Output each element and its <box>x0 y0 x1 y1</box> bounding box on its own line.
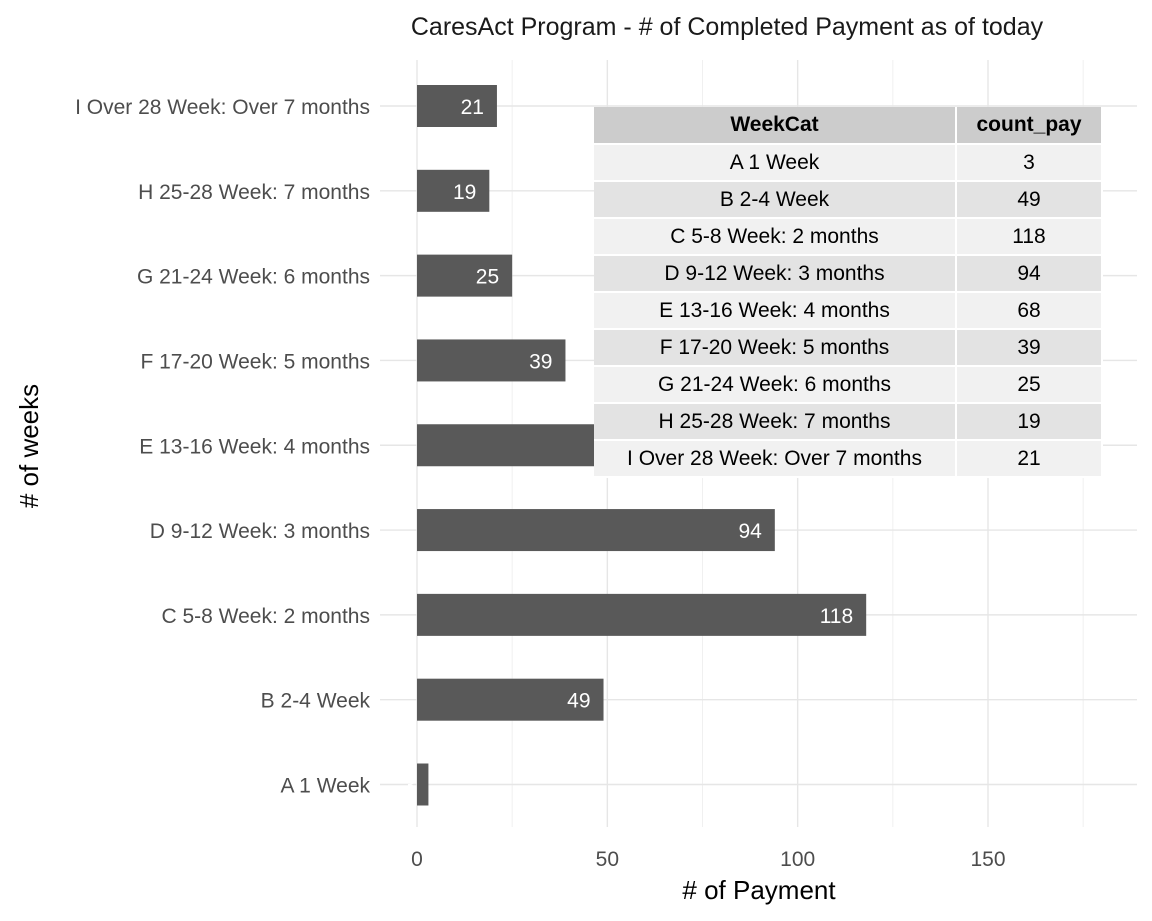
table-row: G 21-24 Week: 6 months 25 <box>594 367 1103 404</box>
bar-value-label: 21 <box>461 96 484 119</box>
y-axis-label: # of weeks <box>14 384 44 508</box>
bar-value-label: 25 <box>476 266 499 289</box>
bar <box>417 678 604 721</box>
table-cell-weekcat: E 13-16 Week: 4 months <box>594 293 957 330</box>
x-tick-labels: 0 50 100 150 <box>411 848 1005 871</box>
y-tick-label: I Over 28 Week: Over 7 months <box>75 96 370 119</box>
table-row: A 1 Week 3 <box>594 145 1103 182</box>
bar <box>417 593 867 636</box>
table-row: I Over 28 Week: Over 7 months 21 <box>594 441 1103 478</box>
bar-value-label: 19 <box>453 181 476 204</box>
table-cell-weekcat: C 5-8 Week: 2 months <box>594 219 957 256</box>
table-cell-weekcat: A 1 Week <box>594 145 957 182</box>
table-cell-count: 25 <box>957 367 1103 404</box>
table-cell-weekcat: B 2-4 Week <box>594 182 957 219</box>
y-tick-labels: A 1 Week B 2-4 Week C 5-8 Week: 2 months D … <box>75 96 370 798</box>
table-cell-weekcat: D 9-12 Week: 3 months <box>594 256 957 293</box>
table-row: H 25-28 Week: 7 months 19 <box>594 404 1103 441</box>
table-cell-count: 21 <box>957 441 1103 478</box>
bar-value-label: 3 <box>404 775 416 798</box>
table-cell-weekcat: I Over 28 Week: Over 7 months <box>594 441 957 478</box>
x-axis-label: # of Payment <box>682 875 836 905</box>
x-tick-label: 100 <box>780 848 815 871</box>
table-header-weekcat: WeekCat <box>594 107 957 145</box>
table-cell-count: 39 <box>957 330 1103 367</box>
table-cell-count: 3 <box>957 145 1103 182</box>
bar <box>417 763 429 806</box>
table-row: B 2-4 Week 49 <box>594 182 1103 219</box>
bar-value-label: 49 <box>567 690 590 713</box>
table-cell-weekcat: H 25-28 Week: 7 months <box>594 404 957 441</box>
table-row: E 13-16 Week: 4 months 68 <box>594 293 1103 330</box>
table-row: C 5-8 Week: 2 months 118 <box>594 219 1103 256</box>
y-tick-label: B 2-4 Week <box>261 690 371 713</box>
bars: 349118946839251921 <box>404 85 867 806</box>
bar-value-label: 118 <box>820 605 853 628</box>
bar-value-label: 94 <box>738 520 762 543</box>
x-tick-label: 0 <box>411 848 423 871</box>
table-header-count-pay: count_pay <box>957 107 1103 145</box>
table-row: F 17-20 Week: 5 months 39 <box>594 330 1103 367</box>
bar <box>417 509 775 552</box>
table-cell-count: 68 <box>957 293 1103 330</box>
y-tick-label: E 13-16 Week: 4 months <box>139 435 370 458</box>
bar <box>417 254 513 297</box>
table-cell-count: 19 <box>957 404 1103 441</box>
bar <box>417 339 566 382</box>
y-tick-label: F 17-20 Week: 5 months <box>140 350 370 373</box>
x-tick-label: 150 <box>970 848 1005 871</box>
table-cell-count: 49 <box>957 182 1103 219</box>
y-tick-label: C 5-8 Week: 2 months <box>161 605 370 628</box>
y-tick-label: H 25-28 Week: 7 months <box>138 181 370 204</box>
table-header-row: WeekCat count_pay <box>594 107 1103 145</box>
y-tick-label: A 1 Week <box>281 775 371 798</box>
bar <box>417 85 497 127</box>
table-cell-weekcat: G 21-24 Week: 6 months <box>594 367 957 404</box>
table-cell-count: 118 <box>957 219 1103 256</box>
x-tick-label: 50 <box>596 848 619 871</box>
table-cell-count: 94 <box>957 256 1103 293</box>
y-tick-label: D 9-12 Week: 3 months <box>150 520 370 543</box>
table-row: D 9-12 Week: 3 months 94 <box>594 256 1103 293</box>
y-tick-label: G 21-24 Week: 6 months <box>137 266 370 289</box>
chart-title: CaresAct Program - # of Completed Paymen… <box>411 13 1044 41</box>
inset-data-table: WeekCat count_pay A 1 Week 3 B 2-4 Week … <box>594 107 1103 478</box>
table-cell-weekcat: F 17-20 Week: 5 months <box>594 330 957 367</box>
bar-value-label: 39 <box>529 350 552 373</box>
bar <box>417 169 490 212</box>
